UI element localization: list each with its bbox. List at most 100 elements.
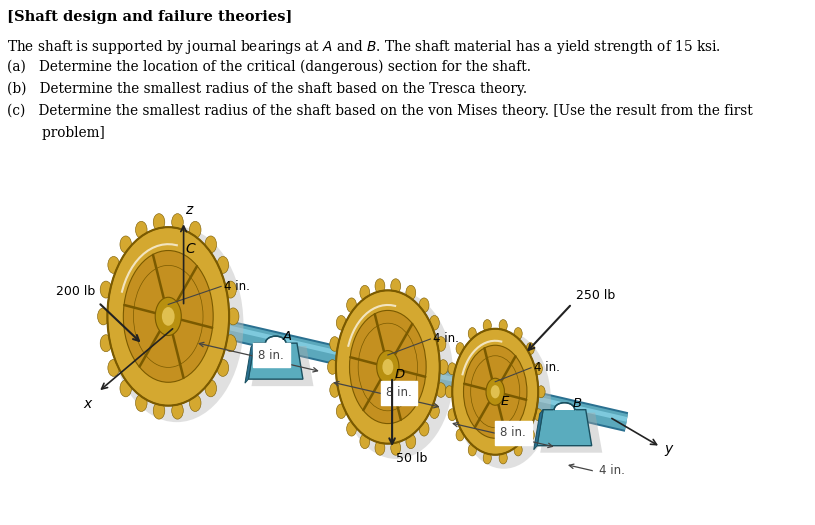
Text: The shaft is supported by journal bearings at $\mathit{A}$ and $\mathit{B}$. The: The shaft is supported by journal bearin… xyxy=(7,38,720,56)
Text: 4 in.: 4 in. xyxy=(223,280,249,293)
Ellipse shape xyxy=(134,266,203,367)
Ellipse shape xyxy=(452,329,538,455)
Ellipse shape xyxy=(436,383,446,397)
Ellipse shape xyxy=(438,360,448,374)
Ellipse shape xyxy=(464,345,527,438)
Ellipse shape xyxy=(135,394,147,412)
Ellipse shape xyxy=(337,316,346,330)
Polygon shape xyxy=(553,410,576,419)
Ellipse shape xyxy=(98,308,109,325)
Ellipse shape xyxy=(456,429,465,441)
Ellipse shape xyxy=(217,256,229,274)
Ellipse shape xyxy=(419,422,429,436)
Ellipse shape xyxy=(340,291,453,459)
Ellipse shape xyxy=(390,440,401,455)
Ellipse shape xyxy=(537,386,545,398)
Ellipse shape xyxy=(483,452,491,464)
Ellipse shape xyxy=(526,342,535,354)
Ellipse shape xyxy=(471,356,520,428)
Ellipse shape xyxy=(375,279,385,293)
Ellipse shape xyxy=(330,383,340,397)
Ellipse shape xyxy=(153,402,165,419)
Ellipse shape xyxy=(217,360,229,376)
Polygon shape xyxy=(252,346,314,386)
Polygon shape xyxy=(534,410,543,450)
Ellipse shape xyxy=(430,404,439,418)
Text: problem]: problem] xyxy=(7,126,104,140)
Ellipse shape xyxy=(448,409,456,421)
Text: 4 in.: 4 in. xyxy=(534,361,559,374)
Text: x: x xyxy=(83,397,91,411)
Ellipse shape xyxy=(514,328,522,340)
Ellipse shape xyxy=(360,285,370,300)
Ellipse shape xyxy=(123,250,214,382)
Text: B: B xyxy=(573,397,582,410)
Ellipse shape xyxy=(534,363,542,375)
Text: 8 in.: 8 in. xyxy=(258,349,284,362)
Ellipse shape xyxy=(155,297,181,335)
Text: (a)   Determine the location of the critical (dangerous) section for the shaft.: (a) Determine the location of the critic… xyxy=(7,60,531,75)
Ellipse shape xyxy=(534,409,542,421)
Text: 200 lb: 200 lb xyxy=(55,286,95,298)
Ellipse shape xyxy=(406,434,416,449)
Ellipse shape xyxy=(120,236,131,253)
Ellipse shape xyxy=(153,214,165,230)
Ellipse shape xyxy=(499,452,507,464)
Ellipse shape xyxy=(382,359,394,375)
Text: 4 in.: 4 in. xyxy=(599,464,624,477)
Ellipse shape xyxy=(336,290,440,444)
Ellipse shape xyxy=(486,378,504,405)
Polygon shape xyxy=(245,343,254,383)
Ellipse shape xyxy=(189,394,201,412)
Ellipse shape xyxy=(360,434,370,449)
Ellipse shape xyxy=(377,351,399,383)
Text: C: C xyxy=(185,243,195,256)
Ellipse shape xyxy=(448,363,456,375)
Ellipse shape xyxy=(189,222,201,238)
Ellipse shape xyxy=(120,380,131,397)
Text: y: y xyxy=(665,442,673,456)
Ellipse shape xyxy=(108,227,229,406)
Polygon shape xyxy=(540,413,602,453)
Polygon shape xyxy=(249,343,303,379)
Ellipse shape xyxy=(108,360,120,376)
Ellipse shape xyxy=(483,320,491,332)
Polygon shape xyxy=(148,302,628,432)
Ellipse shape xyxy=(469,328,477,340)
Polygon shape xyxy=(148,304,628,430)
Ellipse shape xyxy=(225,335,236,352)
Ellipse shape xyxy=(100,335,112,352)
Ellipse shape xyxy=(436,337,446,351)
Ellipse shape xyxy=(225,281,236,298)
Ellipse shape xyxy=(499,320,507,332)
Text: (b)   Determine the smallest radius of the shaft based on the Tresca theory.: (b) Determine the smallest radius of the… xyxy=(7,82,527,97)
Ellipse shape xyxy=(330,337,340,351)
Ellipse shape xyxy=(110,227,244,422)
Ellipse shape xyxy=(172,214,183,230)
Ellipse shape xyxy=(375,440,385,455)
Ellipse shape xyxy=(205,236,217,253)
Text: E: E xyxy=(500,395,509,408)
Ellipse shape xyxy=(108,256,120,274)
Ellipse shape xyxy=(456,342,465,354)
Ellipse shape xyxy=(337,404,346,418)
Ellipse shape xyxy=(358,323,417,411)
Ellipse shape xyxy=(445,386,453,398)
Ellipse shape xyxy=(172,402,183,419)
Ellipse shape xyxy=(135,222,147,238)
Polygon shape xyxy=(537,410,592,446)
Ellipse shape xyxy=(430,316,439,330)
Ellipse shape xyxy=(350,310,426,424)
Ellipse shape xyxy=(266,336,286,350)
Ellipse shape xyxy=(346,298,356,312)
Text: 8 in.: 8 in. xyxy=(386,386,412,399)
Ellipse shape xyxy=(554,403,575,417)
Polygon shape xyxy=(149,307,628,422)
Ellipse shape xyxy=(419,298,429,312)
Text: 8 in.: 8 in. xyxy=(500,426,526,439)
Ellipse shape xyxy=(526,429,535,441)
Text: A: A xyxy=(283,330,292,343)
Text: [Shaft design and failure theories]: [Shaft design and failure theories] xyxy=(7,10,293,24)
Ellipse shape xyxy=(390,279,401,293)
Text: (c)   Determine the smallest radius of the shaft based on the von Mises theory. : (c) Determine the smallest radius of the… xyxy=(7,104,752,119)
